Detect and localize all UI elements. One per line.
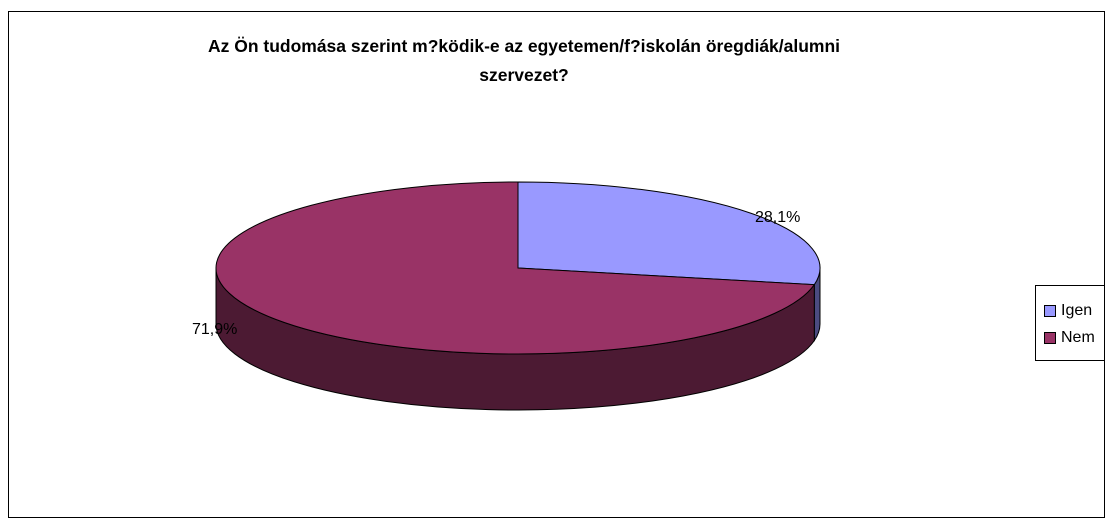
pie-slice-igen <box>517 181 821 286</box>
legend-label-nem: Nem <box>1061 329 1095 346</box>
legend-swatch-nem <box>1044 332 1056 344</box>
legend-item-igen: Igen <box>1044 301 1092 321</box>
legend-label-igen: Igen <box>1061 302 1093 319</box>
pie-chart: 28,1% 71,9% <box>192 181 821 411</box>
chart-title: Az Ön tudomása szerint m?ködik-e az egye… <box>9 32 1039 90</box>
data-label-igen: 28,1% <box>755 209 800 226</box>
pie-slice-nem <box>215 181 816 355</box>
chart-title-line-1: Az Ön tudomása szerint m?ködik-e az egye… <box>207 36 841 56</box>
pie-tops <box>215 181 821 355</box>
data-label-nem: 71,9% <box>192 321 237 338</box>
legend-swatch-igen <box>1044 305 1056 317</box>
legend-item-nem: Nem <box>1044 328 1095 348</box>
chart-frame: Az Ön tudomása szerint m?ködik-e az egye… <box>8 11 1105 518</box>
legend: Igen Nem <box>1035 285 1105 361</box>
chart-title-line-2: szervezet? <box>479 65 569 85</box>
